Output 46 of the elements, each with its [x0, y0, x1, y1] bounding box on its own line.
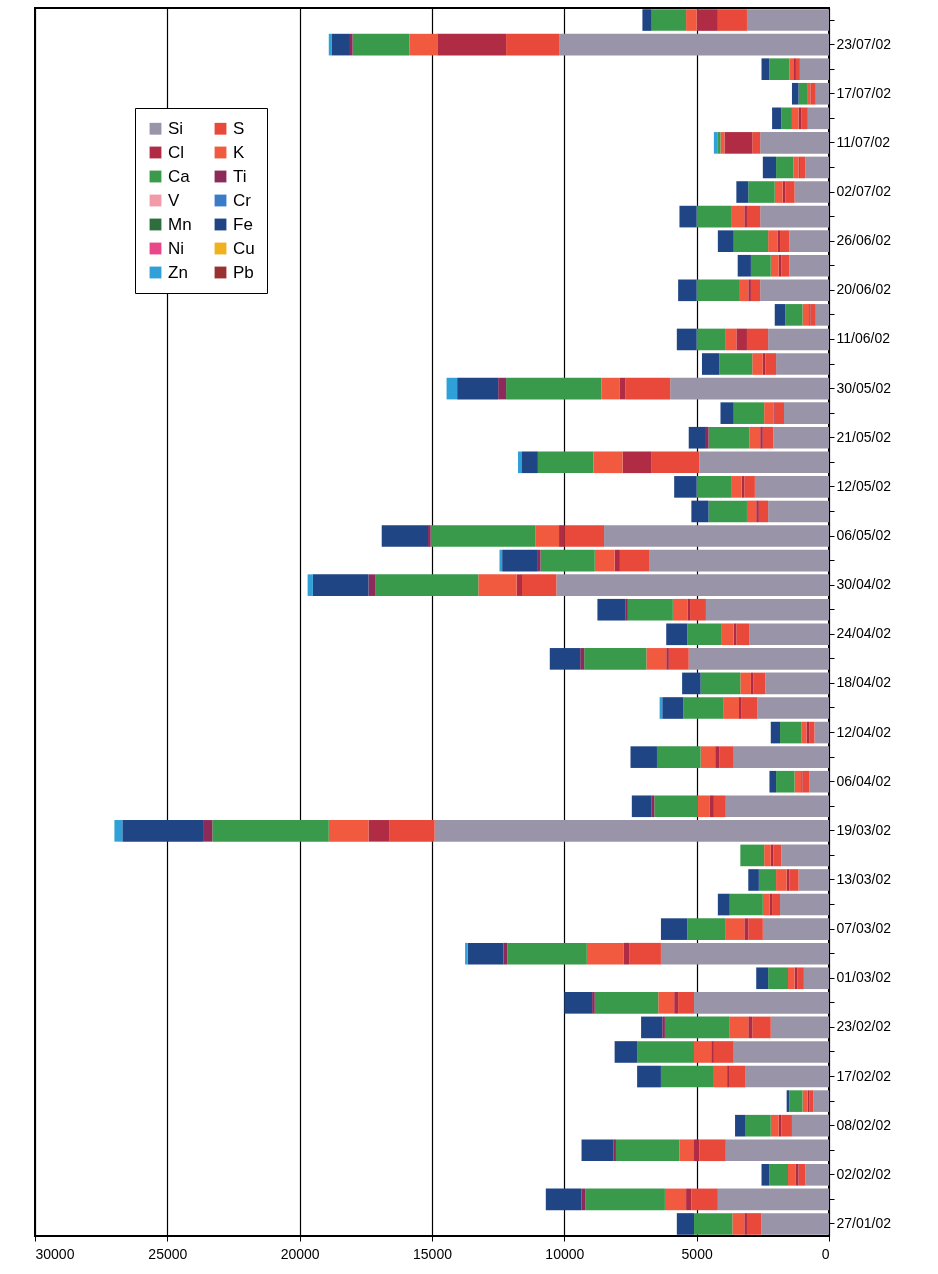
y-tick-label: 20/06/02: [836, 281, 892, 298]
x-tick-label: 15000: [413, 1245, 453, 1262]
y-tick-label: 24/04/02: [836, 625, 892, 642]
y-tick-label: 06/04/02: [836, 772, 892, 789]
y-tick-label: 07/03/02: [836, 920, 892, 937]
y-tick-label: 17/02/02: [836, 1067, 892, 1084]
legend-label: Pb: [233, 262, 254, 282]
y-tick-label: 26/06/02: [836, 232, 892, 249]
y-tick-label: 12/04/02: [836, 723, 892, 740]
legend-label: Si: [168, 118, 184, 138]
legend-label: Zn: [168, 262, 188, 282]
legend-label: K: [233, 142, 245, 162]
y-tick-label: 19/03/02: [836, 821, 892, 838]
legend-label: Mn: [168, 214, 192, 234]
y-tick-label: 01/03/02: [836, 969, 892, 986]
x-tick-label: 30000: [35, 1245, 75, 1262]
y-tick-label: 23/02/02: [836, 1018, 892, 1035]
x-tick-label: 25000: [148, 1245, 188, 1262]
y-tick-label: 06/05/02: [836, 527, 892, 544]
y-tick-label: 17/07/02: [836, 84, 892, 101]
y-tick-label: 30/04/02: [836, 576, 892, 593]
y-tick-label: 21/05/02: [836, 428, 892, 445]
y-tick-label: 18/04/02: [836, 674, 892, 691]
x-tick-label: 10000: [545, 1245, 585, 1262]
legend-label: V: [168, 190, 180, 210]
legend-label: Ni: [168, 238, 185, 258]
x-tick-label: 5000: [681, 1245, 713, 1262]
legend-label: Fe: [233, 214, 253, 234]
y-tick-label: 23/07/02: [836, 35, 892, 52]
y-tick-label: 12/05/02: [836, 477, 892, 494]
legend-label: Cr: [233, 190, 252, 210]
y-tick-label: 13/03/02: [836, 870, 892, 887]
legend-label: S: [233, 118, 245, 138]
y-tick-label: 30/05/02: [836, 379, 892, 396]
y-tick-label: 08/02/02: [836, 1116, 892, 1133]
legend-label: Cl: [168, 142, 185, 162]
y-tick-label: 02/07/02: [836, 183, 892, 200]
x-tick-label: 0: [821, 1245, 830, 1262]
y-tick-label: 02/02/02: [836, 1165, 892, 1182]
x-tick-label: 20000: [280, 1245, 320, 1262]
y-tick-label: 27/01/02: [836, 1214, 892, 1231]
legend-label: Ca: [168, 166, 191, 186]
y-tick-label: 11/07/02: [836, 133, 891, 150]
legend-label: Ti: [233, 166, 247, 186]
y-tick-label: 11/06/02: [836, 330, 891, 347]
legend-label: Cu: [233, 238, 255, 258]
